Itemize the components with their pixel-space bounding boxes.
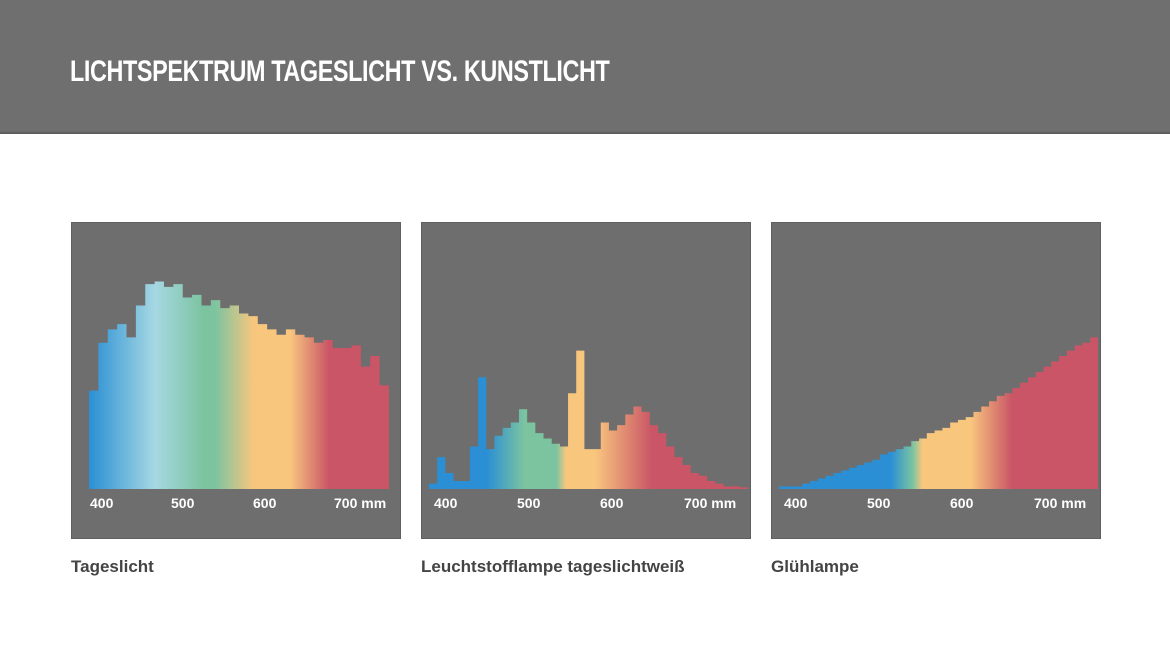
x-tick-600: 600 bbox=[253, 495, 277, 511]
x-tick-700: 700 mm bbox=[334, 495, 387, 511]
spectrum-bars bbox=[429, 350, 748, 489]
x-tick-700: 700 mm bbox=[1034, 495, 1087, 511]
spectrum-bars bbox=[89, 281, 389, 489]
x-tick-600: 600 bbox=[950, 495, 974, 511]
x-tick-500: 500 bbox=[867, 495, 891, 511]
spectrum-chart-gluehlampe bbox=[779, 337, 1098, 489]
spectrum-bars bbox=[779, 337, 1098, 489]
x-tick-400: 400 bbox=[434, 495, 458, 511]
x-tick-600: 600 bbox=[600, 495, 624, 511]
chart-panel-leuchtstofflampe: 400 500 600 700 mm bbox=[421, 222, 751, 539]
page-title: LICHTSPEKTRUM TAGESLICHT VS. KUNSTLICHT bbox=[70, 55, 610, 88]
chart-panel-gluehlampe: 400 500 600 700 mm bbox=[771, 222, 1101, 539]
caption-tageslicht: Tageslicht bbox=[71, 557, 154, 576]
chart-panel-tageslicht: 400 500 600 700 mm bbox=[71, 222, 401, 539]
x-tick-700: 700 mm bbox=[684, 495, 737, 511]
header-bar: LICHTSPEKTRUM TAGESLICHT VS. KUNSTLICHT bbox=[0, 0, 1170, 134]
x-tick-500: 500 bbox=[517, 495, 541, 511]
caption-leuchtstofflampe: Leuchtstofflampe tageslichtweiß bbox=[421, 557, 685, 576]
spectrum-chart-tageslicht bbox=[89, 281, 389, 489]
x-tick-400: 400 bbox=[90, 495, 114, 511]
x-tick-500: 500 bbox=[171, 495, 195, 511]
spectrum-chart-leuchtstofflampe bbox=[429, 350, 748, 489]
caption-gluehlampe: Glühlampe bbox=[771, 557, 859, 576]
x-tick-400: 400 bbox=[784, 495, 808, 511]
